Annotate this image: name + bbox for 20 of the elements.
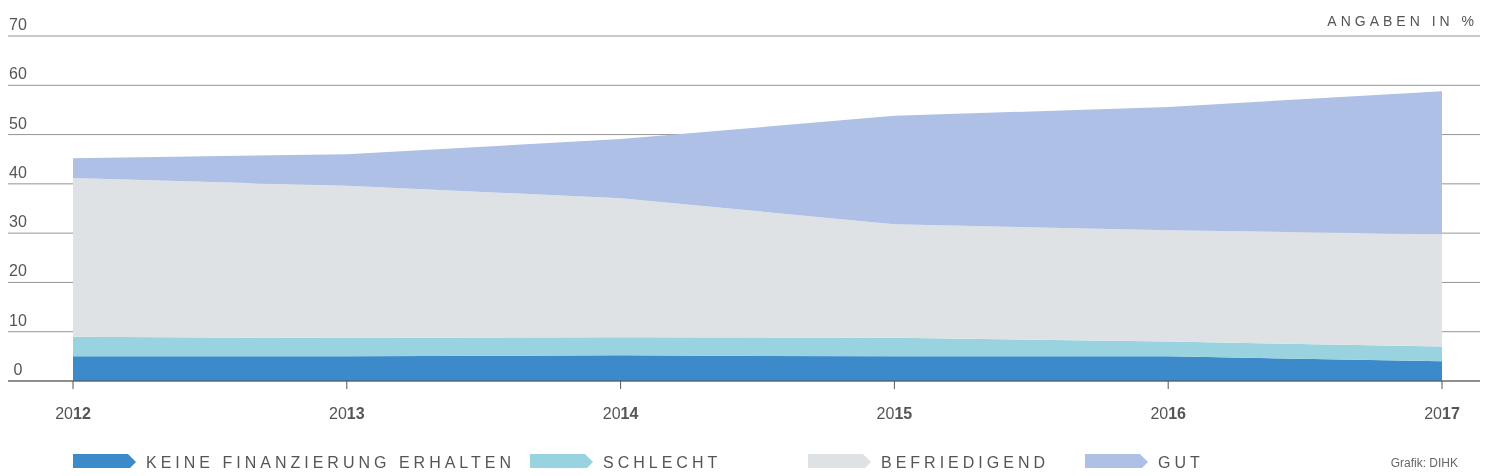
x-tick-label: 2012 bbox=[55, 405, 91, 422]
legend-label: KEINE FINANZIERUNG ERHALTEN bbox=[146, 454, 516, 471]
x-tick-label: 2014 bbox=[602, 405, 639, 422]
legend-label: GUT bbox=[1158, 454, 1204, 471]
y-tick-label: 70 bbox=[9, 16, 27, 33]
y-tick-label: 0 bbox=[13, 361, 23, 378]
y-tick-label: 60 bbox=[9, 65, 27, 83]
legend-label: SCHLECHT bbox=[603, 454, 722, 471]
y-axis-title: ANGABEN IN % bbox=[1327, 13, 1478, 29]
x-tick-label: 2013 bbox=[329, 405, 365, 422]
y-tick-label: 40 bbox=[9, 163, 27, 181]
x-tick-label: 2016 bbox=[1150, 405, 1187, 422]
x-tick-label: 2017 bbox=[1424, 405, 1460, 422]
legend-label: BEFRIEDIGEND bbox=[881, 454, 1050, 471]
y-tick-label: 30 bbox=[9, 213, 27, 231]
y-tick-label: 10 bbox=[9, 311, 27, 329]
y-tick-label: 20 bbox=[9, 262, 27, 280]
x-tick-label: 2015 bbox=[876, 405, 913, 422]
text: Grafik: DIHK bbox=[1390, 456, 1458, 470]
y-tick-label: 50 bbox=[9, 114, 27, 132]
